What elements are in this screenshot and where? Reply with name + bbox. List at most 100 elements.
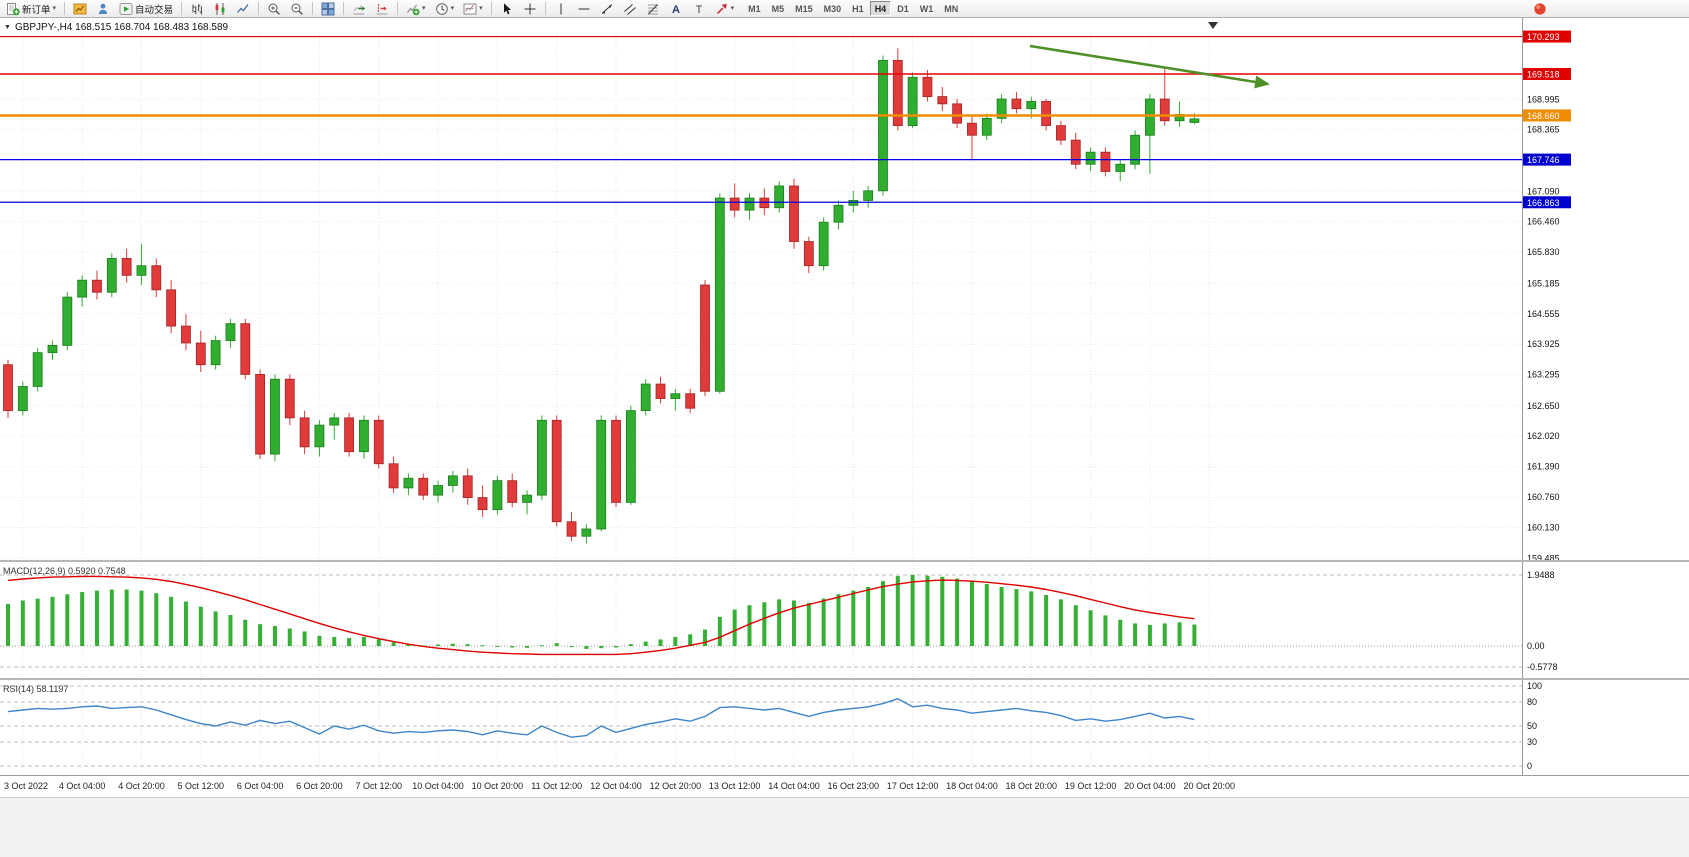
time-axis-label: 4 Oct 04:00 (59, 781, 106, 791)
candle-body (3, 364, 13, 412)
chart-shift-button[interactable] (371, 1, 393, 17)
channel-button[interactable] (619, 1, 641, 17)
timeframe-mn-button[interactable]: MN (939, 1, 963, 16)
macd-histogram-bar (836, 594, 841, 646)
macd-histogram-bar (1177, 622, 1182, 646)
macd-histogram-bar (391, 642, 396, 646)
chart-header: ▼ GBPJPY-,H4 168.515 168.704 168.483 168… (4, 22, 228, 33)
candle-body (803, 241, 814, 267)
macd-axis-label: -0.5778 (1527, 662, 1558, 672)
panel-divider[interactable] (0, 678, 1689, 680)
chevron-down-icon: ▾ (422, 5, 426, 12)
vertical-line-button[interactable] (550, 1, 572, 17)
crosshair-button[interactable] (519, 1, 541, 17)
rsi-panel[interactable]: 100 80 50 30 0 (0, 680, 1689, 775)
macd-histogram-bar (1058, 599, 1063, 646)
new-order-button[interactable]: 新订单 ▾ (2, 1, 60, 17)
candlestick-button[interactable] (209, 1, 231, 17)
timeframe-m15-button[interactable]: M15 (790, 1, 818, 16)
candle-body (566, 521, 577, 537)
macd-histogram-bar (1073, 605, 1078, 646)
candle-body (878, 59, 888, 192)
candle-body (477, 497, 488, 511)
timeframe-m5-button[interactable]: M5 (767, 1, 790, 16)
price-line-badge (1523, 196, 1571, 209)
label-button[interactable]: T (688, 1, 710, 17)
timeframe-w1-button[interactable]: W1 (915, 1, 939, 16)
candle-body (1115, 163, 1126, 172)
macd-histogram-bar (969, 581, 974, 646)
chart-title-ohlc: GBPJPY-,H4 168.515 168.704 168.483 168.5… (14, 22, 229, 33)
time-axis-label: 18 Oct 04:00 (946, 781, 998, 791)
macd-panel[interactable]: 1.9488 0.00 -0.5778 (0, 562, 1689, 678)
arrows-button[interactable]: ▾ (711, 1, 739, 17)
time-axis-label: 5 Oct 12:00 (178, 781, 225, 791)
auto-scroll-button[interactable] (348, 1, 370, 17)
vertical-line-icon (554, 2, 568, 16)
price-chart-panel[interactable]: 168.995 168.365 167.090 166.460 165.830 165.1… (0, 18, 1689, 560)
label-icon: T (692, 2, 706, 16)
timeframe-h4-button[interactable]: H4 (869, 1, 892, 16)
periods-button[interactable]: ▾ (431, 1, 459, 17)
time-axis[interactable]: 3 Oct 2022 4 Oct 04:00 4 Oct 20:00 5 Oct 12… (0, 775, 1689, 797)
price-line-badge-label: 166.863 (1527, 198, 1560, 208)
price-line-badge-label: 168.660 (1527, 111, 1560, 121)
candle-body (462, 475, 473, 498)
time-axis-label: 7 Oct 12:00 (355, 781, 402, 791)
macd-histogram-bar (495, 646, 500, 647)
timeframe-h1-button[interactable]: H1 (847, 1, 869, 16)
connection-ball-icon[interactable] (1533, 2, 1547, 16)
navigator-button[interactable] (92, 1, 114, 17)
market-watch-button[interactable] (69, 1, 91, 17)
timeframe-m1-button[interactable]: M1 (743, 1, 766, 16)
bar-chart-button[interactable] (186, 1, 208, 17)
candle-body (670, 393, 681, 399)
trend-arrow-annotation[interactable] (1029, 44, 1270, 89)
timeframe-d1-button[interactable]: D1 (892, 1, 914, 16)
zoom-out-button[interactable] (286, 1, 308, 17)
candle-body (596, 419, 607, 530)
toolbar-separator (343, 2, 345, 15)
macd-histogram-bar (272, 625, 277, 646)
panel-divider[interactable] (0, 560, 1689, 562)
candle-body (536, 419, 547, 496)
price-line-badge-label: 170.293 (1527, 32, 1560, 42)
candle-body (967, 122, 977, 136)
cursor-button[interactable] (496, 1, 518, 17)
trendline-button[interactable] (596, 1, 618, 17)
macd-axis-label: 0.00 (1527, 641, 1545, 651)
time-axis-label: 16 Oct 23:00 (828, 781, 880, 791)
candle-body (62, 296, 73, 346)
candle-body (1189, 118, 1200, 123)
macd-histogram-bar (584, 646, 589, 649)
macd-histogram-bar (762, 602, 767, 646)
macd-histogram-bar (1162, 623, 1167, 646)
fibonacci-icon (646, 2, 660, 16)
templates-button[interactable]: ▾ (459, 1, 487, 17)
toolbar-separator (312, 2, 314, 15)
tile-windows-button[interactable] (317, 1, 339, 17)
candle-body (255, 373, 266, 455)
autotrading-button[interactable]: 自动交易 (115, 1, 177, 17)
candle-body (166, 289, 177, 327)
macd-histogram-bar (984, 584, 989, 646)
timeframe-m30-button[interactable]: M30 (819, 1, 847, 16)
horizontal-line-button[interactable] (573, 1, 595, 17)
macd-histogram-bar (139, 590, 144, 646)
toolbar-separator (397, 2, 399, 15)
price-line-badge-label: 169.518 (1527, 70, 1560, 80)
line-chart-button[interactable] (232, 1, 254, 17)
candle-body (625, 410, 636, 503)
candle-body (774, 185, 785, 209)
one-click-trading-arrow-icon[interactable]: ▼ (4, 24, 11, 31)
candle-body (388, 463, 399, 489)
indicators-button[interactable]: ▾ (402, 1, 430, 17)
macd-histogram-bar (228, 615, 233, 646)
zoom-in-button[interactable] (263, 1, 285, 17)
chart-shift-marker[interactable] (1208, 22, 1218, 29)
time-axis-label: 4 Oct 20:00 (118, 781, 165, 791)
fibonacci-button[interactable] (642, 1, 664, 17)
candle-body (907, 76, 918, 126)
text-button[interactable]: A (665, 1, 687, 17)
price-axis-label: 160.130 (1527, 523, 1560, 533)
